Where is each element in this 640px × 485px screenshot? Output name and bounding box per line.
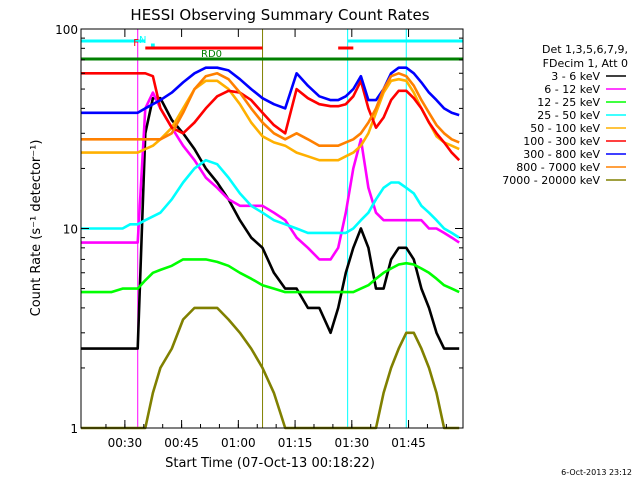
x-tick-label-1: 00:30: [108, 436, 143, 450]
series-line-3-6-kev: [81, 96, 460, 350]
series-line-25-50-kev: [81, 158, 460, 239]
x-tick-label-3: 01:00: [221, 436, 256, 450]
y-axis-label: Count Rate (s⁻¹ detector⁻¹): [29, 140, 44, 317]
x-tick-label-2: 00:45: [164, 436, 199, 450]
y-tick-label-1: 1: [70, 422, 78, 436]
y-tick-label-3: 100: [55, 23, 78, 37]
plot-area: F N RD0 00:30 00:45 01:00 01:15 01:30 01:45 1 10 10…: [55, 23, 626, 450]
series-line-50-100-kev: [81, 77, 460, 162]
y-tick-label-2: 10: [63, 223, 78, 237]
x-tick-label-5: 01:30: [335, 436, 370, 450]
flag-label-n: N: [139, 35, 146, 46]
x-axis-label: Start Time (07-Oct-13 00:18:22): [165, 456, 375, 471]
legend-label-800-7000-kev: 800 - 7000 keV: [516, 161, 600, 174]
legend-label-300-800-kev: 300 - 800 keV: [523, 148, 600, 161]
legend-label-12-25-kev: 12 - 25 keV: [537, 96, 600, 109]
legend-label-3-6-kev: 3 - 6 keV: [551, 70, 600, 83]
legend-title-line-1: Det 1,3,5,6,7,9,: [542, 43, 628, 56]
series-line-100-300-kev: [81, 72, 461, 162]
legend-title-line-2: FDecim 1, Att 0: [543, 57, 628, 70]
legend-label-7000-20000-kev: 7000 - 20000 keV: [502, 174, 600, 187]
series-line-300-800-kev: [81, 66, 460, 117]
x-tick-label-6: 01:45: [391, 436, 426, 450]
legend-label-25-50-kev: 25 - 50 keV: [537, 109, 600, 122]
legend-label-6-12-kev: 6 - 12 keV: [544, 83, 600, 96]
legend-label-50-100-kev: 50 - 100 keV: [530, 122, 600, 135]
series-line-12-25-kev: [81, 258, 460, 294]
x-tick-label-4: 01:15: [278, 436, 313, 450]
series-line-800-7000-kev: [81, 72, 460, 147]
datestamp: 6-Oct-2013 23:12: [561, 468, 632, 477]
legend-label-100-300-kev: 100 - 300 keV: [523, 135, 600, 148]
series-line-6-12-kev: [81, 91, 460, 261]
chart-title: HESSI Observing Summary Count Rates: [130, 6, 429, 24]
flag-label-rd0: RD0: [201, 49, 222, 60]
flag-label-f: F: [133, 38, 139, 49]
